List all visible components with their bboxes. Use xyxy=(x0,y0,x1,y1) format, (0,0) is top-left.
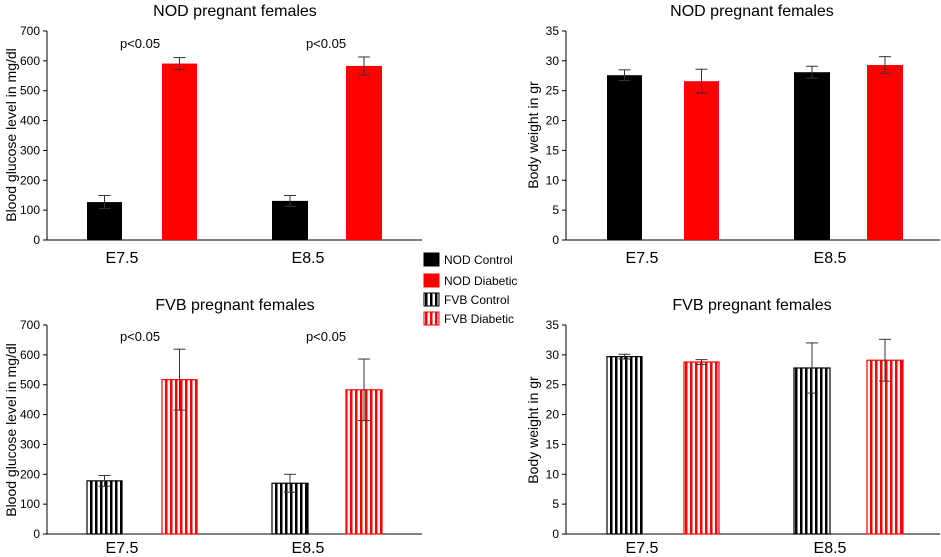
x-tick-label: E7.5 xyxy=(626,540,659,557)
legend-entry-fvb-diabetic: FVB Diabetic xyxy=(423,311,514,326)
legend-label-fvb-diabetic: FVB Diabetic xyxy=(444,312,514,326)
bar-fvb-diabetic-E8-5 xyxy=(866,359,904,535)
charts-layer: NOD pregnant females Blood glucose level … xyxy=(3,3,940,557)
chart-title: FVB pregnant females xyxy=(672,297,831,314)
bar-fvb-control-E7-5 xyxy=(606,356,643,535)
y-tick-label: 25 xyxy=(546,378,560,392)
x-tick-label: E8.5 xyxy=(814,540,847,557)
y-tick-label: 10 xyxy=(546,173,560,187)
legend-entry-fvb-control: FVB Control xyxy=(423,292,509,307)
bar-nod-diabetic-E7-5 xyxy=(684,81,719,240)
legend-swatch-fvb-diabetic xyxy=(423,311,440,326)
y-tick-label: 0 xyxy=(33,233,40,247)
legend-entry-nod-control: NOD Control xyxy=(423,252,513,267)
legend-swatch-nod-control xyxy=(423,252,440,267)
legend-entry-nod-diabetic: NOD Diabetic xyxy=(423,273,517,288)
x-tick-label: E7.5 xyxy=(626,250,659,267)
y-tick-label: 20 xyxy=(546,408,560,422)
bar-fvb-control-E8-5 xyxy=(271,482,309,535)
chart-panel-1: NOD pregnant females Blood glucose level … xyxy=(3,3,422,267)
y-tick-label: 30 xyxy=(546,348,560,362)
y-tick-label: 25 xyxy=(546,84,560,98)
y-tick-label: 600 xyxy=(20,348,40,362)
legend-swatch-fvb-control xyxy=(423,292,440,307)
y-tick-label: 700 xyxy=(20,24,40,38)
y-tick-label: 10 xyxy=(546,467,560,481)
chart-title: FVB pregnant females xyxy=(155,297,314,314)
y-tick-label: 500 xyxy=(20,84,40,98)
y-tick-label: 700 xyxy=(20,318,40,332)
y-axis-label: Blood glucose level in mg/dl xyxy=(3,48,19,222)
y-tick-label: 0 xyxy=(33,527,40,541)
y-tick-label: 600 xyxy=(20,54,40,68)
y-tick-label: 100 xyxy=(20,497,40,511)
significance-annotation: p<0.05 xyxy=(120,329,160,344)
legend-swatch-nod-diabetic xyxy=(423,273,440,288)
y-tick-label: 5 xyxy=(552,203,559,217)
chart-panel-2: NOD pregnant females Body weight in gr 0 5 1… xyxy=(525,3,940,267)
y-tick-label: 15 xyxy=(546,143,560,157)
y-tick-label: 400 xyxy=(20,408,40,422)
y-tick-label: 35 xyxy=(546,318,560,332)
y-axis-label: Body weight in gr xyxy=(525,81,541,189)
y-tick-label: 300 xyxy=(20,437,40,451)
bar-nod-diabetic-E7-5 xyxy=(162,63,197,241)
significance-annotation: p<0.05 xyxy=(120,36,160,51)
y-tick-label: 400 xyxy=(20,114,40,128)
y-axis-label: Body weight in gr xyxy=(525,376,541,484)
x-tick-label: E7.5 xyxy=(106,540,139,557)
legend: NOD Control NOD Diabetic FVB Control FVB… xyxy=(423,252,517,326)
significance-annotation: p<0.05 xyxy=(306,36,346,51)
y-tick-label: 100 xyxy=(20,203,40,217)
legend-label-fvb-control: FVB Control xyxy=(444,293,509,307)
y-tick-label: 200 xyxy=(20,173,40,187)
y-axis-label: Blood glucose level in mg/dl xyxy=(3,343,19,517)
y-tick-label: 5 xyxy=(552,497,559,511)
x-tick-label: E8.5 xyxy=(814,250,847,267)
chart-panel-3: FVB pregnant females Blood glucose level … xyxy=(3,297,422,557)
y-tick-label: 15 xyxy=(546,437,560,451)
x-tick-label: E8.5 xyxy=(292,250,325,267)
chart-title: NOD pregnant females xyxy=(670,3,834,20)
y-tick-label: 500 xyxy=(20,378,40,392)
significance-annotation: p<0.05 xyxy=(306,329,346,344)
bar-nod-control-E8-5 xyxy=(794,72,830,241)
bar-nod-diabetic-E8-5 xyxy=(867,65,903,240)
bar-fvb-control-E8-5 xyxy=(793,367,831,535)
y-tick-label: 300 xyxy=(20,143,40,157)
y-tick-label: 200 xyxy=(20,467,40,481)
bar-fvb-diabetic-E7-5 xyxy=(683,361,720,535)
y-tick-label: 0 xyxy=(552,527,559,541)
x-tick-label: E7.5 xyxy=(106,250,139,267)
bar-fvb-control-E7-5 xyxy=(86,480,123,535)
y-tick-label: 30 xyxy=(546,54,560,68)
bar-nod-diabetic-E8-5 xyxy=(346,65,382,240)
y-tick-label: 20 xyxy=(546,114,560,128)
chart-title: NOD pregnant females xyxy=(153,3,317,20)
y-tick-label: 0 xyxy=(552,233,559,247)
legend-label-nod-diabetic: NOD Diabetic xyxy=(444,274,517,288)
y-tick-label: 35 xyxy=(546,24,560,38)
chart-panel-4: FVB pregnant females Body weight in gr 0 5 1… xyxy=(525,297,940,557)
x-tick-label: E8.5 xyxy=(292,540,325,557)
bar-nod-control-E8-5 xyxy=(272,200,308,240)
legend-label-nod-control: NOD Control xyxy=(444,253,513,267)
bar-nod-control-E7-5 xyxy=(607,75,642,240)
